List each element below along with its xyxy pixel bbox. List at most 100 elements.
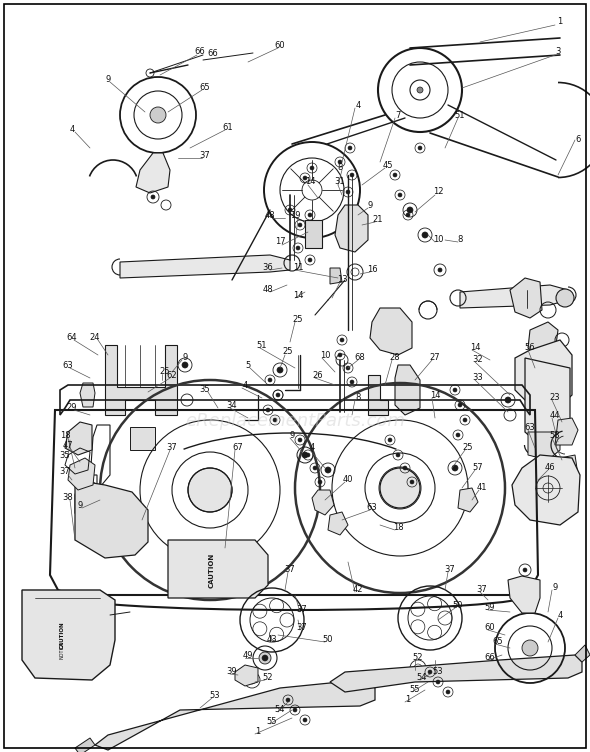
Text: 66: 66 [195,47,205,56]
Text: NOTICE: NOTICE [60,641,64,660]
Circle shape [428,670,432,674]
Text: 1: 1 [558,17,563,26]
Text: 48: 48 [265,211,276,220]
Circle shape [310,166,314,170]
Text: 4: 4 [242,381,248,390]
Text: 10: 10 [320,350,330,359]
Text: 14: 14 [293,290,303,299]
Polygon shape [305,220,322,248]
Circle shape [308,213,312,217]
Circle shape [350,380,354,384]
Circle shape [417,87,423,93]
Circle shape [286,698,290,702]
Text: 19: 19 [290,211,300,220]
Polygon shape [328,512,348,535]
Circle shape [350,173,354,177]
Circle shape [463,418,467,422]
Circle shape [338,353,342,357]
Text: 42: 42 [353,586,363,595]
Polygon shape [460,285,568,308]
Text: 55: 55 [267,717,277,726]
Circle shape [303,718,307,722]
Text: 63: 63 [366,504,378,513]
Text: 8: 8 [457,235,463,244]
Text: 51: 51 [455,111,466,120]
Polygon shape [22,590,115,680]
Polygon shape [130,427,155,450]
Circle shape [438,268,442,272]
Polygon shape [515,340,572,408]
Polygon shape [95,680,375,750]
Text: 28: 28 [389,353,400,362]
Text: 44: 44 [550,411,560,420]
Text: 48: 48 [263,286,273,295]
Text: 29: 29 [67,404,77,413]
Circle shape [446,690,450,694]
Text: 1: 1 [405,696,411,705]
Circle shape [259,652,271,664]
Circle shape [266,408,270,412]
Polygon shape [330,655,582,692]
Text: 25: 25 [293,316,303,325]
Text: 57: 57 [473,463,483,472]
Circle shape [346,190,350,194]
Polygon shape [368,375,388,415]
Circle shape [393,173,397,177]
Polygon shape [528,322,558,358]
Circle shape [422,232,428,238]
Text: 60: 60 [485,623,496,632]
Text: CAUTION: CAUTION [209,553,215,587]
Text: 4: 4 [70,126,74,135]
Circle shape [151,195,155,199]
Text: 50: 50 [323,635,333,644]
Polygon shape [330,268,342,284]
Text: 49: 49 [242,650,253,660]
Text: 25: 25 [463,444,473,453]
Text: 17: 17 [275,238,286,247]
Polygon shape [555,418,578,445]
Circle shape [505,397,511,403]
Text: 9: 9 [106,75,111,84]
Text: 41: 41 [477,484,487,493]
Text: 24: 24 [90,333,100,342]
Text: 53: 53 [209,690,220,699]
Circle shape [407,207,413,213]
Circle shape [406,213,410,217]
Text: 23: 23 [550,393,560,402]
Text: 50: 50 [453,601,463,610]
Text: 37: 37 [445,566,455,575]
Text: 52: 52 [263,674,273,683]
Polygon shape [560,455,578,478]
Circle shape [288,208,292,212]
Circle shape [150,107,166,123]
Polygon shape [65,422,92,455]
Text: 62: 62 [167,371,178,380]
Polygon shape [75,738,95,752]
Circle shape [387,475,413,501]
Text: 13: 13 [337,275,348,284]
Text: 27: 27 [430,353,440,362]
Text: 4: 4 [558,611,563,620]
Circle shape [410,480,414,484]
Polygon shape [525,358,570,445]
Text: 14: 14 [430,390,440,399]
Text: 66: 66 [484,653,496,663]
Text: 37: 37 [199,150,211,159]
Circle shape [398,193,402,197]
Polygon shape [312,490,334,515]
Circle shape [296,246,300,250]
Circle shape [262,655,268,661]
Circle shape [308,258,312,262]
Text: 43: 43 [267,635,277,644]
Text: 67: 67 [232,444,243,453]
Text: 9: 9 [289,430,294,439]
Circle shape [303,176,307,180]
Text: 9: 9 [182,353,188,362]
Circle shape [348,146,352,150]
Circle shape [293,708,297,712]
Text: 18: 18 [60,430,70,439]
Text: 55: 55 [409,686,420,695]
Circle shape [188,468,232,512]
Text: 34: 34 [227,401,237,410]
Circle shape [298,438,302,442]
